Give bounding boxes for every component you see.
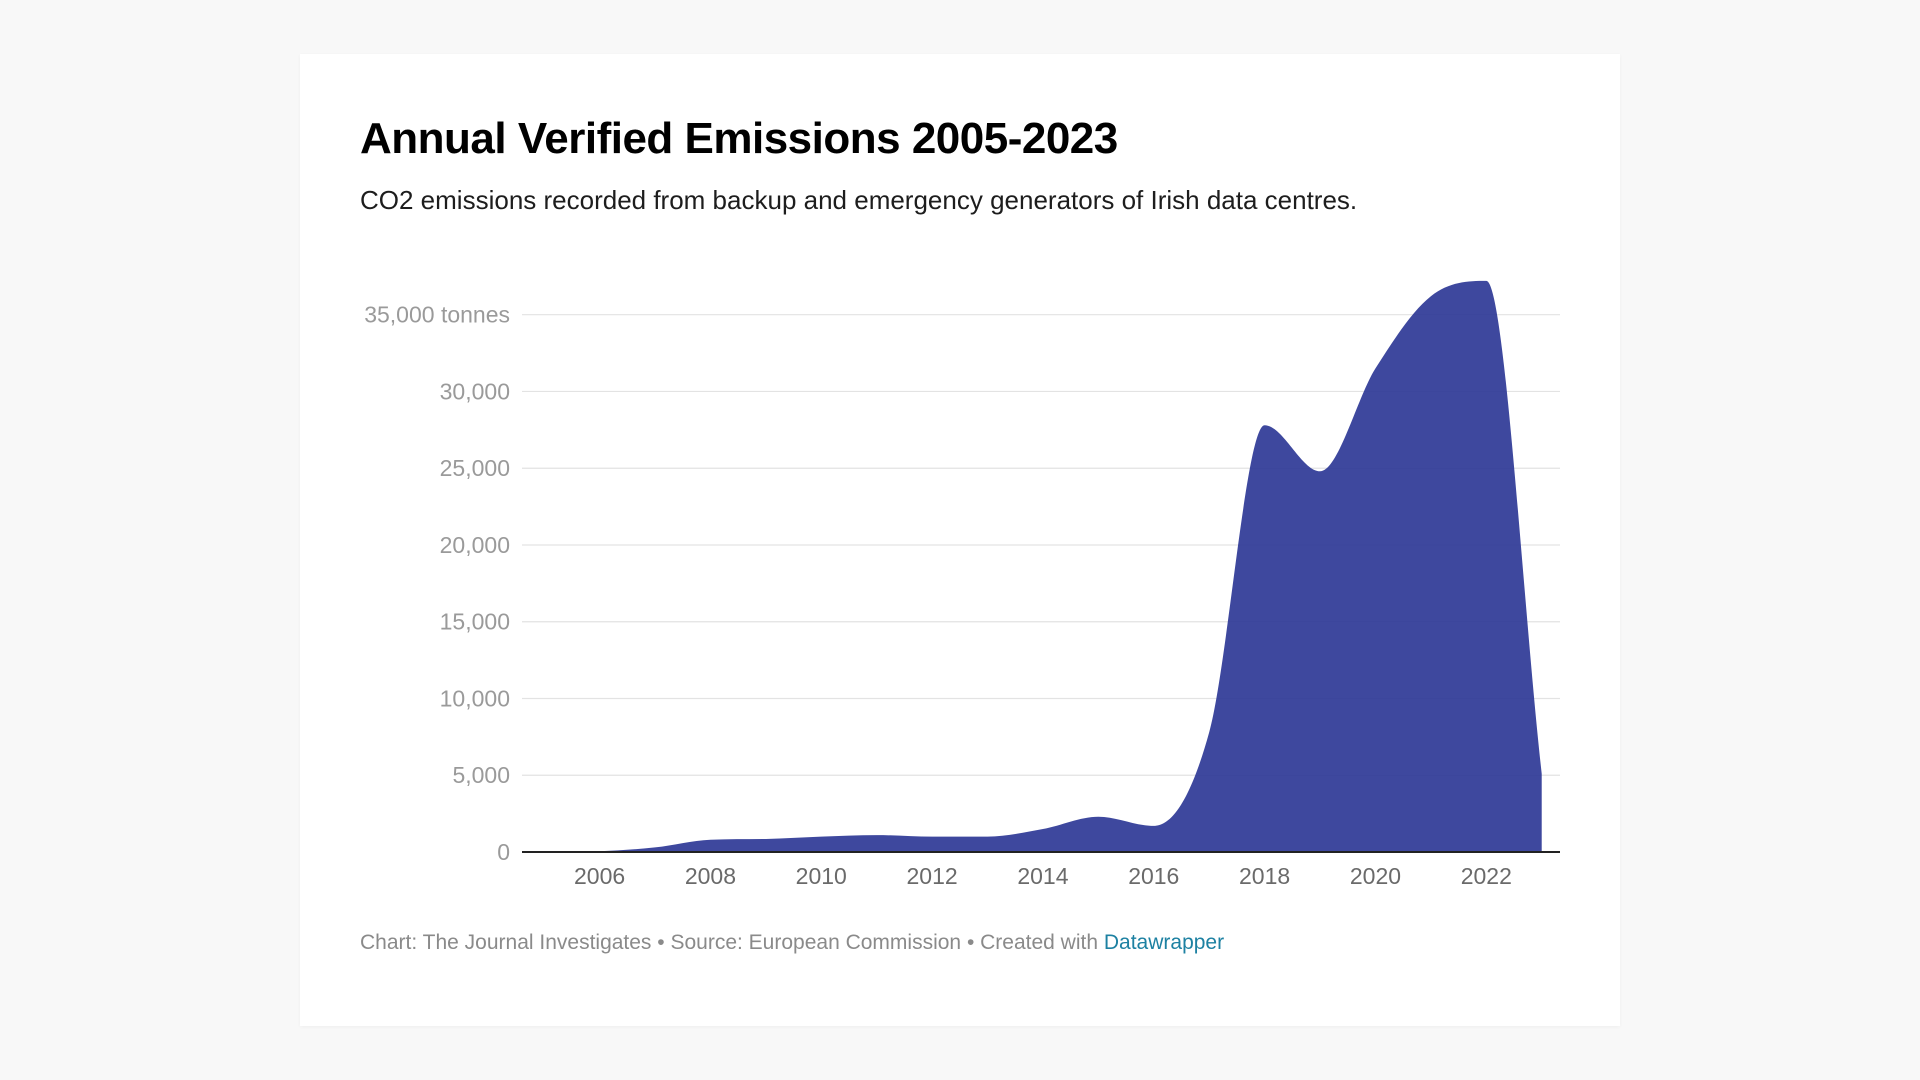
- chart-footer: Chart: The Journal Investigates • Source…: [360, 931, 1224, 955]
- emissions-area: [544, 280, 1542, 852]
- chart-card: Annual Verified Emissions 2005-2023 CO2 …: [300, 54, 1620, 1026]
- source-text: Source: European Commission: [670, 931, 962, 954]
- axes: 0 5,000 10,000 15,000 20,000 25,000 30,000 35,0…: [364, 302, 1560, 889]
- y-tick-label: 5,000: [452, 762, 510, 788]
- emissions-chart: 0 5,000 10,000 15,000 20,000 25,000 30,000 35,0…: [364, 280, 1560, 889]
- x-tick-label: 2020: [1350, 863, 1401, 889]
- x-tick-label: 2018: [1239, 863, 1290, 889]
- x-tick-label: 2010: [796, 863, 847, 889]
- y-tick-label: 35,000 tonnes: [364, 302, 510, 328]
- chart-subtitle: CO2 emissions recorded from backup and e…: [360, 185, 1358, 215]
- y-tick-label: 20,000: [440, 532, 510, 558]
- created-with-text: Created with: [980, 931, 1104, 954]
- chart-credit: Chart: The Journal Investigates: [360, 931, 652, 954]
- x-tick-label: 2016: [1128, 863, 1179, 889]
- chart-title: Annual Verified Emissions 2005-2023: [360, 114, 1118, 163]
- y-tick-label: 30,000: [440, 378, 510, 404]
- x-tick-label: 2006: [574, 863, 625, 889]
- y-tick-label: 0: [497, 839, 510, 865]
- area-series: [544, 280, 1542, 852]
- y-tick-label: 10,000: [440, 685, 510, 711]
- x-tick-label: 2022: [1461, 863, 1512, 889]
- y-tick-label: 25,000: [440, 455, 510, 481]
- x-tick-label: 2008: [685, 863, 736, 889]
- datawrapper-link[interactable]: Datawrapper: [1103, 931, 1225, 954]
- y-tick-label: 15,000: [440, 609, 510, 635]
- footer-separator: •: [961, 931, 981, 954]
- x-tick-label: 2012: [907, 863, 958, 889]
- footer-separator: •: [651, 931, 671, 954]
- x-tick-label: 2014: [1017, 863, 1068, 889]
